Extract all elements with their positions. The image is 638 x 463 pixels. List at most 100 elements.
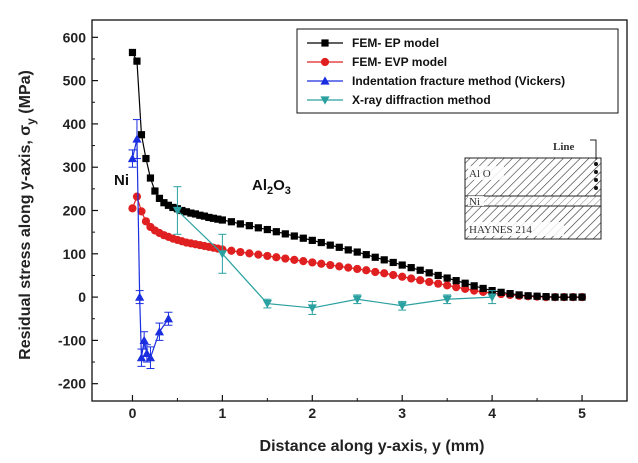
data-point [443,274,451,282]
data-point [551,293,559,301]
legend: FEM- EP model FEM- EVP model Indentation f… [296,28,619,114]
data-point [506,290,514,298]
data-point [452,283,461,292]
data-point [262,299,272,309]
data-point [380,269,389,278]
data-point [389,258,397,267]
inset-layer1-label: Al O [469,168,491,180]
cross-section-inset: Line Al O Ni HAYNES 214 [464,139,602,240]
data-point [353,248,361,256]
data-point [470,282,478,290]
legend-entry-label: FEM- EP model [352,36,439,50]
al2o3-label-al: Al [252,177,267,194]
y-tick-label: 300 [63,159,87,175]
data-point [479,284,487,293]
data-point [142,154,150,163]
data-point [487,293,497,302]
y-tick-label: 200 [63,203,87,219]
data-point [218,216,226,224]
data-point [317,238,325,247]
data-point [290,232,298,240]
y-tick-label: -200 [58,376,86,392]
legend-swatch-marker [320,96,330,105]
data-point [254,224,262,232]
data-point [560,293,568,301]
y-axis-title: Residual stress along y-axis, σy (MPa) [17,70,38,360]
data-point [461,279,469,287]
x-tick-label: 0 [129,405,137,421]
data-point [272,253,281,262]
data-point [434,279,443,288]
data-point [178,206,186,215]
data-point [272,228,280,236]
data-point [407,264,415,272]
data-point [335,262,344,271]
data-point [136,353,147,362]
legend-entry-label: FEM- EVP model [352,55,447,69]
data-point [245,222,253,230]
data-point [515,291,523,299]
data-point [187,209,195,217]
inset-layer-nickel [464,195,602,207]
data-point [164,201,173,209]
y-tick-label: 100 [63,246,87,262]
data-point [307,304,317,313]
data-point [214,215,222,223]
data-point [236,220,244,228]
x-tick-label: 4 [488,405,496,421]
y-tick-label: 500 [63,73,87,89]
data-point [127,153,138,163]
al2o3-label-sub-3: 3 [285,185,291,197]
data-point [155,194,164,202]
data-point [533,292,541,300]
y-axis-title-unit: (MPa) [17,70,34,118]
data-point [425,277,434,287]
data-point [145,353,156,362]
series-triangle-down [172,186,497,315]
data-point [137,207,146,216]
data-point [407,274,416,283]
data-point [578,293,586,301]
data-point [205,213,213,222]
data-point [380,256,388,264]
data-point [326,241,334,249]
data-point [362,251,370,259]
data-point [217,250,227,259]
data-point [281,254,290,263]
data-point [398,272,407,281]
data-point [139,335,149,344]
data-point [209,214,217,222]
al2o3-label: Al2O3 [252,177,291,197]
legend-swatch-marker [320,76,330,85]
data-point [425,269,433,277]
data-point [151,187,159,195]
data-point [317,259,326,268]
legend-swatch-marker [320,57,330,67]
data-point [191,210,200,218]
data-point [254,250,263,259]
data-point [398,261,406,269]
y-tick-label: 0 [78,289,86,305]
data-point [416,276,425,285]
data-point [344,246,352,254]
data-point [236,247,245,257]
x-tick-label: 5 [578,405,586,421]
data-point [137,131,146,139]
data-point [263,251,272,261]
data-point [154,327,165,336]
inset-line-label: Line [553,141,575,153]
al2o3-label-sub-2: 2 [267,185,273,197]
data-point [389,270,398,280]
data-point [344,263,353,272]
data-point [227,246,236,255]
legend-entry-label: Indentation fracture method (Vickers) [352,74,565,88]
series-layer [127,48,587,370]
data-point [132,192,142,201]
y-tick-label: 400 [63,116,87,132]
data-point [169,203,177,212]
data-point [299,234,307,242]
x-axis-title: Distance along y-axis, y (mm) [260,438,485,455]
data-point [299,257,308,266]
